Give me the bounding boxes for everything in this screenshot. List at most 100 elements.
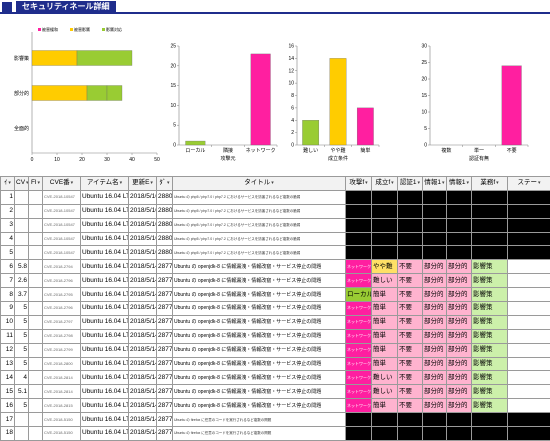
table-cell[interactable] xyxy=(423,190,447,204)
table-cell[interactable]: 部分的 xyxy=(423,343,447,357)
table-cell[interactable]: 部分的 xyxy=(423,288,447,302)
table-cell[interactable]: 部分的 xyxy=(423,399,447,413)
table-cell[interactable] xyxy=(372,413,398,427)
table-cell[interactable] xyxy=(508,329,550,343)
table-cell[interactable]: 不要 xyxy=(398,385,423,399)
table-cell[interactable] xyxy=(508,357,550,371)
table-cell[interactable]: Ubuntu の php5 / php7.0 / php7.2 におけるサービス… xyxy=(173,232,346,246)
table-cell[interactable]: 5 xyxy=(15,399,29,413)
table-cell[interactable] xyxy=(398,413,423,427)
table-cell[interactable]: Ubuntu 16.04 LTS xyxy=(81,357,129,371)
table-cell[interactable]: 部分的 xyxy=(447,274,472,288)
table-cell[interactable]: 不要 xyxy=(398,329,423,343)
table-cell[interactable] xyxy=(508,246,550,260)
table-cell[interactable]: 28774 xyxy=(157,260,173,274)
column-header[interactable]: 成立f▾ xyxy=(372,177,398,191)
table-cell[interactable] xyxy=(346,246,372,260)
table-cell[interactable]: Ubuntu の openjdk-8 に情報漏洩・情報改竄・サービス停止の問題 xyxy=(173,371,346,385)
table-cell[interactable]: 難しい xyxy=(372,385,398,399)
table-cell[interactable] xyxy=(29,260,43,274)
table-cell[interactable]: 部分的 xyxy=(447,357,472,371)
table-cell[interactable]: 18 xyxy=(1,427,15,441)
table-cell[interactable]: 影響策 xyxy=(472,274,508,288)
table-cell[interactable]: ネットワーク xyxy=(346,329,372,343)
table-cell[interactable]: 28802 xyxy=(157,218,173,232)
table-cell[interactable]: ネットワーク xyxy=(346,343,372,357)
table-cell[interactable] xyxy=(346,204,372,218)
table-cell[interactable]: ネットワーク xyxy=(346,385,372,399)
table-cell[interactable] xyxy=(508,399,550,413)
table-cell[interactable] xyxy=(447,190,472,204)
table-cell[interactable]: 4 xyxy=(15,371,29,385)
table-cell[interactable]: 28774 xyxy=(157,315,173,329)
table-cell[interactable]: 5 xyxy=(15,302,29,316)
table-cell[interactable]: 2018/5/16 xyxy=(129,190,157,204)
table-cell[interactable]: 簡単 xyxy=(372,357,398,371)
table-cell[interactable]: CVE-2018-5150 xyxy=(43,413,81,427)
filter-dropdown-icon[interactable]: ▾ xyxy=(391,180,394,186)
table-cell[interactable]: 28802 xyxy=(157,190,173,204)
table-cell[interactable]: 不要 xyxy=(398,315,423,329)
table-cell[interactable]: 影響策 xyxy=(472,329,508,343)
table-cell[interactable] xyxy=(346,413,372,427)
table-cell[interactable]: 影響策 xyxy=(472,371,508,385)
table-cell[interactable]: 28779 xyxy=(157,413,173,427)
table-cell[interactable] xyxy=(423,232,447,246)
table-cell[interactable]: 部分的 xyxy=(423,385,447,399)
table-cell[interactable]: 不要 xyxy=(398,357,423,371)
column-header[interactable]: CV▾ xyxy=(15,177,29,191)
table-cell[interactable]: CVE-2018-2814 xyxy=(43,371,81,385)
table-cell[interactable]: CVE-2018-2796 xyxy=(43,302,81,316)
table-cell[interactable]: 部分的 xyxy=(423,357,447,371)
table-cell[interactable]: ネットワーク xyxy=(346,260,372,274)
table-cell[interactable]: Ubuntu の openjdk-8 に情報漏洩・情報改竄・サービス停止の問題 xyxy=(173,399,346,413)
table-cell[interactable]: 2018/5/14 xyxy=(129,385,157,399)
table-cell[interactable] xyxy=(508,274,550,288)
table-cell[interactable]: 28802 xyxy=(157,246,173,260)
table-cell[interactable] xyxy=(29,302,43,316)
table-cell[interactable]: 簡単 xyxy=(372,343,398,357)
table-cell[interactable]: 不要 xyxy=(398,399,423,413)
table-cell[interactable]: 2018/5/14 xyxy=(129,315,157,329)
table-cell[interactable]: 5 xyxy=(15,357,29,371)
table-cell[interactable]: 12 xyxy=(1,343,15,357)
table-cell[interactable]: 2018/5/16 xyxy=(129,204,157,218)
table-cell[interactable]: 影響策 xyxy=(472,302,508,316)
table-cell[interactable] xyxy=(372,190,398,204)
table-cell[interactable]: CVE-2018-10547 xyxy=(43,204,81,218)
table-cell[interactable] xyxy=(29,288,43,302)
table-cell[interactable]: ネットワーク xyxy=(346,315,372,329)
table-cell[interactable]: 影響策 xyxy=(472,260,508,274)
table-cell[interactable] xyxy=(29,204,43,218)
table-cell[interactable]: Ubuntu 16.04 LTS xyxy=(81,232,129,246)
table-cell[interactable]: ローカル xyxy=(346,288,372,302)
table-cell[interactable]: Ubuntu 16.04 LTS xyxy=(81,274,129,288)
table-cell[interactable]: Ubuntu の firefox に任意のコードを実行されるなど複数の問題 xyxy=(173,413,346,427)
table-cell[interactable]: 5 xyxy=(15,329,29,343)
table-cell[interactable]: Ubuntu 16.04 LTS xyxy=(81,329,129,343)
table-cell[interactable]: 7 xyxy=(1,274,15,288)
table-cell[interactable]: Ubuntu 16.04 LTS xyxy=(81,288,129,302)
column-header[interactable]: 攻撃f▾ xyxy=(346,177,372,191)
table-cell[interactable]: 8 xyxy=(1,288,15,302)
table-cell[interactable]: 2018/5/14 xyxy=(129,413,157,427)
table-cell[interactable] xyxy=(15,413,29,427)
table-cell[interactable]: Ubuntu の openjdk-8 に情報漏洩・情報改竄・サービス停止の問題 xyxy=(173,315,346,329)
table-cell[interactable]: CVE-2018-10547 xyxy=(43,218,81,232)
table-cell[interactable] xyxy=(398,427,423,441)
table-cell[interactable]: Ubuntu の openjdk-8 に情報漏洩・情報改竄・サービス停止の問題 xyxy=(173,274,346,288)
table-cell[interactable]: CVE-2018-2799 xyxy=(43,343,81,357)
table-cell[interactable] xyxy=(15,246,29,260)
table-cell[interactable]: 3 xyxy=(1,218,15,232)
table-cell[interactable] xyxy=(29,274,43,288)
